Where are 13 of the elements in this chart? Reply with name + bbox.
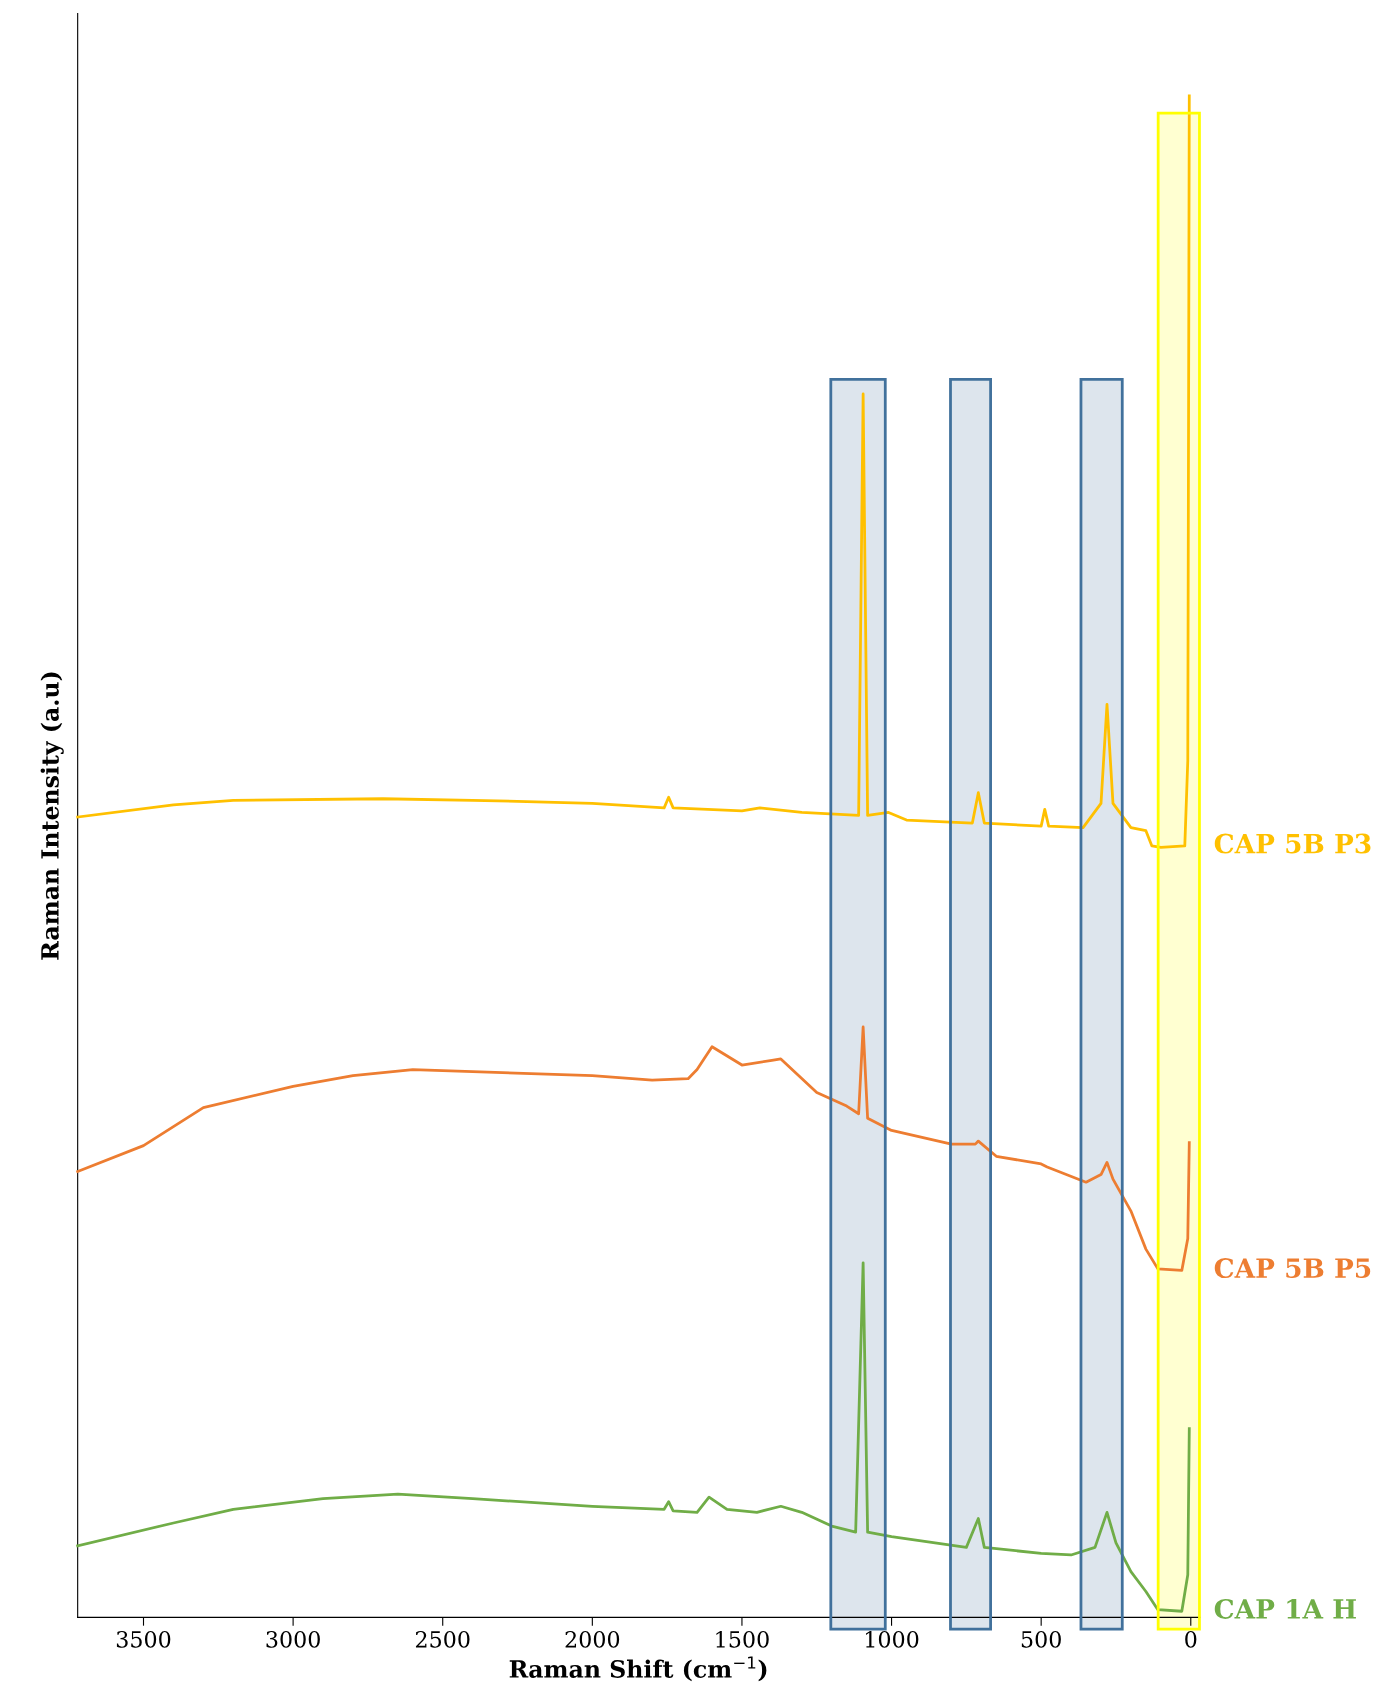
series-label: CAP 1A H (1214, 1598, 1356, 1619)
x-tick-label: 500 (1021, 1630, 1061, 1648)
x-tick-label: 2500 (415, 1630, 470, 1648)
x-tick-label: 2000 (565, 1630, 620, 1648)
series-label: CAP 5B P5 (1214, 1258, 1371, 1279)
x-axis-title: Raman Shift (cm$^{−1}$) (509, 1656, 767, 1682)
y-axis-title: Raman Intensity (a.u) (40, 672, 64, 960)
series-label: CAP 5B P3 (1214, 833, 1371, 854)
x-tick-label: 3500 (116, 1630, 171, 1648)
x-tick-label: 1500 (716, 1630, 769, 1648)
x-tick-label: 0 (1185, 1630, 1197, 1648)
x-tick-label: 1000 (865, 1630, 919, 1648)
x-tick-label: 3000 (266, 1630, 320, 1648)
